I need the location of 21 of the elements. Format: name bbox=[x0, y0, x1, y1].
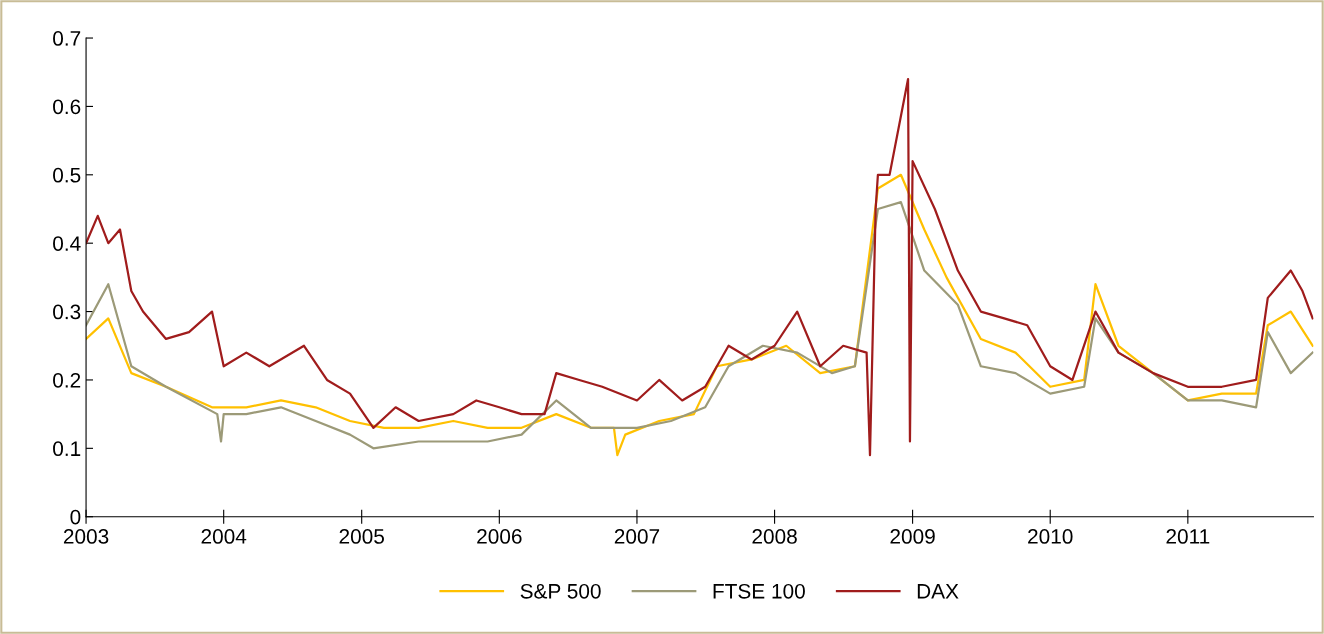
y-tick-label: 0 bbox=[70, 509, 81, 525]
y-tick-label: 0.6 bbox=[53, 99, 81, 115]
x-tick-label: 2008 bbox=[752, 529, 797, 544]
legend-label: S&P 500 bbox=[520, 583, 601, 599]
y-tick-label: 0.3 bbox=[53, 304, 81, 320]
y-tick-label: 0.5 bbox=[53, 167, 81, 183]
x-tick-label: 2006 bbox=[477, 529, 522, 544]
x-tick-label: 2004 bbox=[201, 529, 247, 544]
legend-label: FTSE 100 bbox=[713, 583, 805, 599]
legend-label: DAX bbox=[917, 584, 959, 599]
x-tick-label: 2003 bbox=[63, 529, 109, 544]
x-tick-label: 2010 bbox=[1028, 529, 1073, 544]
y-tick-label: 0.2 bbox=[53, 372, 81, 388]
x-tick-label: 2009 bbox=[890, 529, 935, 544]
y-tick-label: 0.7 bbox=[53, 31, 81, 46]
x-tick-label: 2005 bbox=[339, 529, 384, 544]
line-series bbox=[86, 77, 1314, 457]
y-tick-label: 0.4 bbox=[53, 236, 81, 251]
x-tick-label: 2007 bbox=[614, 529, 660, 544]
y-tick-label: 0.1 bbox=[53, 441, 81, 457]
x-tick-label: 2011 bbox=[1166, 529, 1210, 544]
